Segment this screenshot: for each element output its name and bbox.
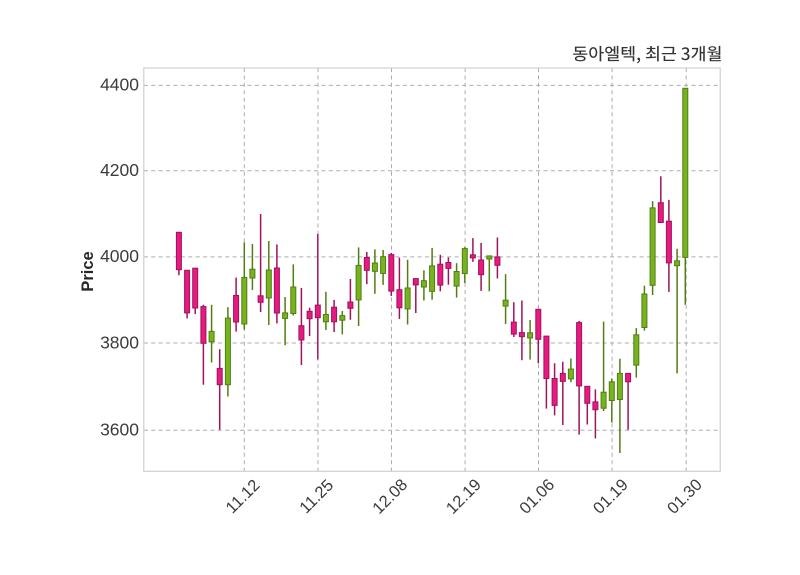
svg-text:4200: 4200 [100,160,139,180]
svg-text:4000: 4000 [100,246,139,266]
svg-text:4400: 4400 [100,75,139,95]
svg-text:3800: 3800 [100,332,139,352]
svg-text:3600: 3600 [100,420,139,440]
svg-text:Price: Price [79,251,97,291]
